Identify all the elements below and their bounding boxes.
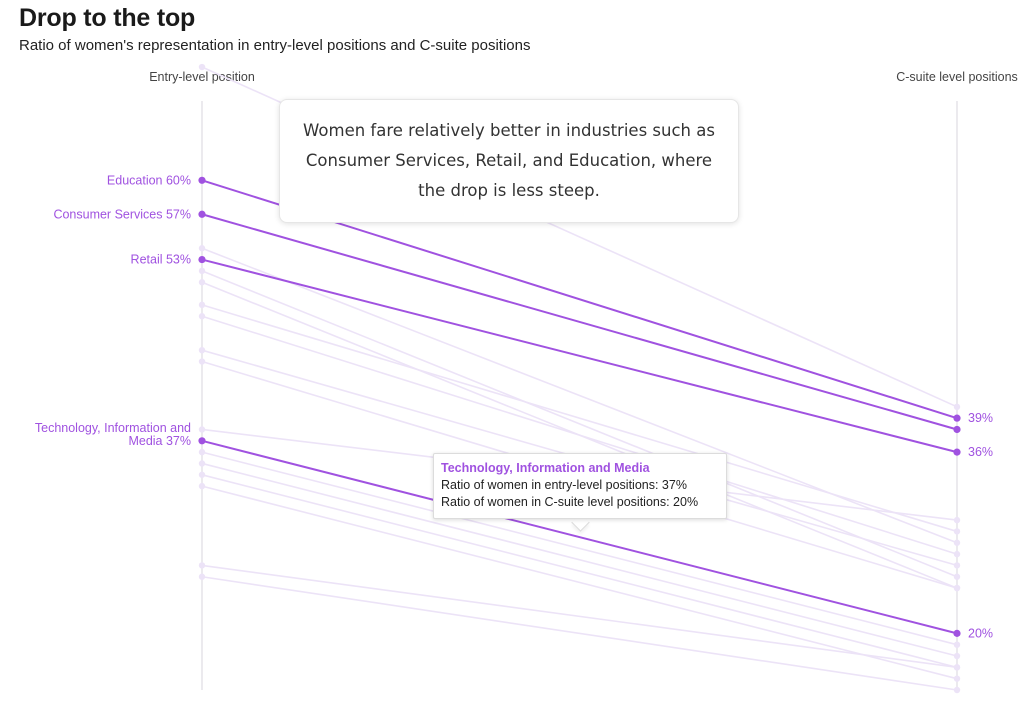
faint-entry-point [198,358,206,365]
entry-value-label: Technology, Information and [35,421,191,435]
faint-entry-point [198,482,206,490]
faint-series-line [201,575,958,691]
highlight-entry-point [198,176,206,184]
csuite-value-label: 36% [968,445,993,459]
highlight-entry-point [198,437,206,445]
faint-csuite-point [953,550,961,558]
faint-csuite-point [953,528,961,535]
highlight-series-line [201,258,958,454]
faint-entry-point [198,573,206,580]
highlight-series-line [201,439,958,635]
highlight-csuite-point [953,414,961,422]
faint-entry-point [198,471,206,478]
entry-value-label: Retail 53% [131,253,191,267]
tooltip-title: Technology, Information and Media [441,461,650,475]
highlight-series-line [201,213,958,431]
faint-entry-point [198,562,206,569]
faint-entry-point [198,313,206,320]
faint-series-line [201,315,958,555]
tooltip-csuite-line: Ratio of women in C-suite level position… [441,495,699,509]
faint-series-line [201,462,958,657]
faint-entry-point [198,448,206,456]
csuite-axis-label: C-suite level positions [896,70,1018,84]
faint-entry-point [198,301,206,309]
faint-csuite-point [953,584,961,592]
faint-entry-point [198,460,206,467]
faint-csuite-point [953,675,961,682]
faint-entry-point [198,426,206,433]
entry-value-label: Consumer Services 57% [53,207,191,221]
faint-csuite-point [953,562,961,569]
faint-csuite-point [953,403,961,411]
csuite-value-label: 20% [968,626,993,640]
hover-tooltip: Technology, Information and Media Ratio … [433,453,727,519]
faint-entry-point [198,245,206,252]
entry-value-label: Education 60% [107,173,191,187]
faint-csuite-point [953,641,961,648]
chart-title: Drop to the top [19,4,196,32]
csuite-value-label: 39% [968,411,993,425]
faint-series-line [201,270,958,578]
highlight-entry-point [198,255,206,264]
faint-csuite-point [953,664,961,671]
faint-entry-point [198,267,206,275]
tooltip-entry-line: Ratio of women in entry-level positions:… [441,478,687,492]
highlight-entry-point [198,210,206,218]
highlight-csuite-point [953,425,961,434]
faint-entry-point [198,279,206,286]
faint-csuite-point [953,573,961,580]
highlight-csuite-point [953,629,961,637]
faint-csuite-point [953,539,961,546]
faint-series-line [201,304,958,533]
entry-value-label: Media 37% [128,434,191,448]
faint-csuite-point [953,516,961,524]
faint-entry-point [198,63,206,71]
faint-entry-point [198,346,206,354]
annotation-callout: Women fare relatively better in industri… [279,99,739,223]
faint-series-line [201,485,958,680]
highlight-csuite-point [953,448,961,456]
chart-subtitle: Ratio of women's representation in entry… [19,37,531,54]
faint-csuite-point [953,686,961,694]
faint-series-line [201,564,958,669]
entry-axis-label: Entry-level position [149,70,255,84]
faint-csuite-point [953,652,961,660]
faint-series-line [201,474,958,669]
faint-series-line [201,451,958,646]
